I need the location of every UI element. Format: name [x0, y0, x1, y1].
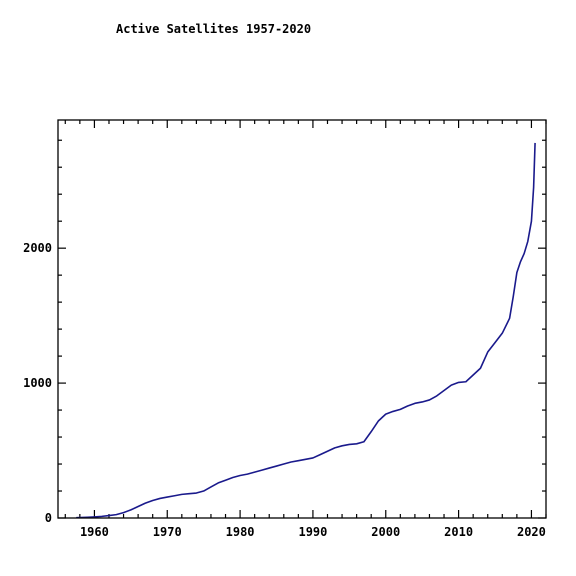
x-tick-label: 1960: [80, 525, 109, 539]
y-tick-label: 0: [45, 511, 52, 525]
y-tick-label: 2000: [23, 241, 52, 255]
series-line: [76, 142, 536, 519]
y-tick-label: 1000: [23, 376, 52, 390]
series-layer: [76, 142, 536, 519]
x-tick-label: 2010: [444, 525, 473, 539]
x-tick-label: 1980: [226, 525, 255, 539]
chart-title: Active Satellites 1957-2020: [116, 22, 311, 36]
tick-labels-layer: 1960 1970 1980 1990 2000 2010 2020 0 1000 2000: [23, 241, 546, 539]
x-tick-label: 1990: [298, 525, 327, 539]
x-tick-label: 2020: [517, 525, 546, 539]
x-tick-label: 1970: [153, 525, 182, 539]
plot-frame: [57, 119, 547, 519]
x-tick-label: 2000: [371, 525, 400, 539]
ticks-layer: [58, 120, 547, 519]
